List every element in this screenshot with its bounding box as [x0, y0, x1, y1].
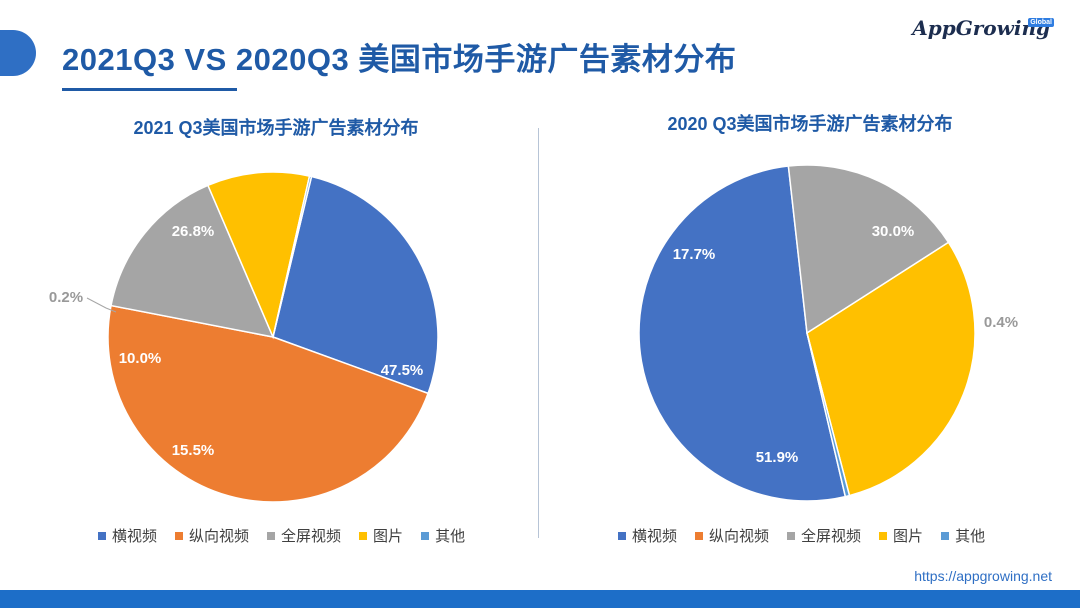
chart-1-slice-纵向视频 — [107, 304, 430, 503]
chart-1-legend-item: 全屏视频 — [267, 525, 341, 546]
chart-1-legend-swatch — [421, 531, 430, 540]
chart-2-slice-其他 — [806, 332, 851, 498]
chart-2-label-其他: 0.4% — [984, 314, 1018, 331]
chart-2-legend-label: 横视频 — [632, 528, 678, 545]
chart-1-legend-label: 纵向视频 — [189, 528, 250, 545]
chart-1-label-横视频: 26.8% — [172, 223, 215, 240]
chart-1-label-其他: 0.2% — [49, 289, 83, 306]
chart-1-legend-label: 横视频 — [112, 528, 158, 545]
chart-1-legend-swatch — [359, 531, 368, 540]
chart-1-label-全屏视频: 15.5% — [172, 442, 215, 459]
chart-2-legend-label: 图片 — [893, 528, 924, 545]
chart-2-legend-item: 横视频 — [618, 525, 677, 546]
footer-url[interactable]: https://appgrowing.net — [914, 568, 1052, 584]
chart-1-title: 2021 Q3美国市场手游广告素材分布 — [133, 118, 419, 138]
chart-1-legend-item: 图片 — [359, 525, 403, 546]
chart-1-legend: 横视频 纵向视频 全屏视频 图片 其他 — [98, 525, 465, 546]
chart-2-slice-图片 — [806, 241, 976, 497]
chart-2-legend-item: 图片 — [879, 525, 923, 546]
chart-2-legend-swatch — [787, 531, 796, 540]
chart-1-label-图片: 10.0% — [119, 350, 162, 367]
logo-badge: Global — [1028, 18, 1054, 27]
chart-2-slice-全屏视频 — [787, 164, 950, 335]
chart-2-legend: 横视频 纵向视频 全屏视频 图片 其他 — [618, 525, 985, 546]
chart-1-leader-line — [86, 297, 117, 313]
chart-2-legend-label: 纵向视频 — [709, 528, 770, 545]
chart-2-legend-item: 其他 — [941, 525, 985, 546]
chart-1-slice-全屏视频 — [110, 184, 275, 339]
chart-1-legend-swatch — [175, 531, 184, 540]
chart-2-legend-label: 全屏视频 — [801, 528, 862, 545]
chart-1-slice-其他 — [272, 175, 313, 338]
appgrowing-logo: AppGrowing Global — [912, 16, 1054, 44]
logo-text: AppGrowing — [912, 16, 1050, 40]
title-accent-tab — [0, 30, 36, 76]
chart-1-slice-横视频 — [272, 175, 439, 395]
chart-1-legend-label: 全屏视频 — [281, 528, 342, 545]
chart-1-legend-label: 其他 — [435, 528, 466, 545]
chart-2-legend-swatch — [695, 531, 704, 540]
chart-2-legend-item: 全屏视频 — [787, 525, 861, 546]
chart-1-slice-图片 — [206, 171, 311, 340]
chart-2-label-横视频: 51.9% — [756, 449, 799, 466]
chart-2-legend-swatch — [618, 531, 626, 540]
chart-1-legend-label: 图片 — [373, 528, 404, 545]
chart-2-legend-item: 纵向视频 — [695, 525, 769, 546]
chart-2-label-全屏视频: 17.7% — [673, 246, 716, 263]
chart-1-legend-swatch — [98, 531, 106, 540]
chart-1-label-纵向视频: 47.5% — [381, 362, 424, 379]
chart-2-slice-横视频 — [638, 165, 847, 502]
panel-divider — [538, 128, 539, 538]
chart-2-legend-swatch — [879, 531, 888, 540]
chart-1-legend-item: 其他 — [421, 525, 465, 546]
chart-1-legend-item: 纵向视频 — [175, 525, 249, 546]
footer-bar — [0, 590, 1080, 608]
chart-1-legend-item: 横视频 — [98, 525, 157, 546]
page-title: 2021Q3 VS 2020Q3 美国市场手游广告素材分布 — [62, 42, 737, 77]
chart-2-legend-swatch — [941, 531, 950, 540]
chart-1-legend-swatch — [267, 531, 276, 540]
chart-2-label-图片: 30.0% — [872, 223, 915, 240]
chart-2-legend-label: 其他 — [955, 528, 986, 545]
title-underline — [62, 88, 237, 91]
chart-2-title: 2020 Q3美国市场手游广告素材分布 — [667, 114, 953, 134]
